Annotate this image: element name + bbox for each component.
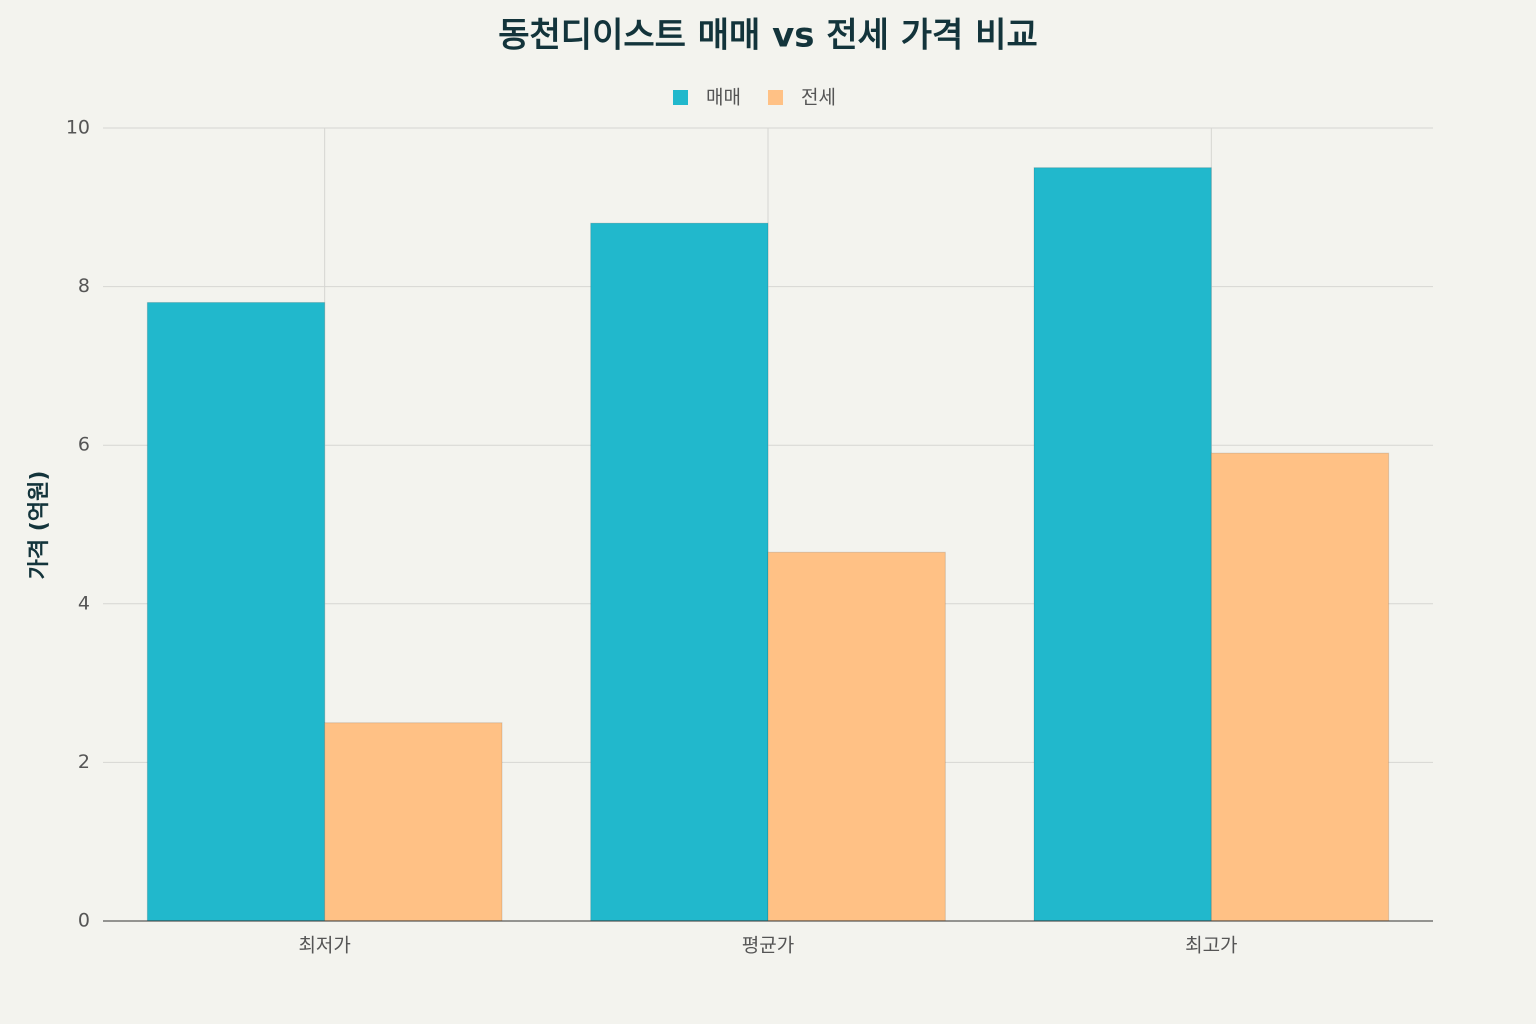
bar [1210, 452, 1390, 922]
legend-label: 전세 [801, 87, 836, 109]
legend-swatch [673, 90, 688, 105]
y-axis-label: 가격 (억원) [27, 471, 52, 580]
bar [590, 222, 769, 922]
x-tick-label: 최저가 [298, 935, 350, 957]
y-tick-label: 2 [78, 751, 90, 773]
bar [767, 551, 946, 922]
legend-label: 매매 [706, 87, 741, 109]
bar [1033, 167, 1212, 922]
y-tick-label: 10 [66, 117, 90, 139]
y-tick-label: 8 [78, 275, 90, 297]
y-tick-label: 4 [78, 592, 90, 614]
bar [146, 301, 326, 922]
y-tick-label: 0 [78, 910, 90, 932]
chart-title: 동천디이스트 매매 vs 전세 가격 비교 [498, 16, 1038, 56]
legend-swatch [768, 90, 783, 105]
x-tick-label: 평균가 [742, 935, 794, 957]
bar [324, 722, 503, 922]
x-tick-label: 최고가 [1185, 935, 1237, 957]
y-tick-label: 6 [78, 434, 90, 456]
